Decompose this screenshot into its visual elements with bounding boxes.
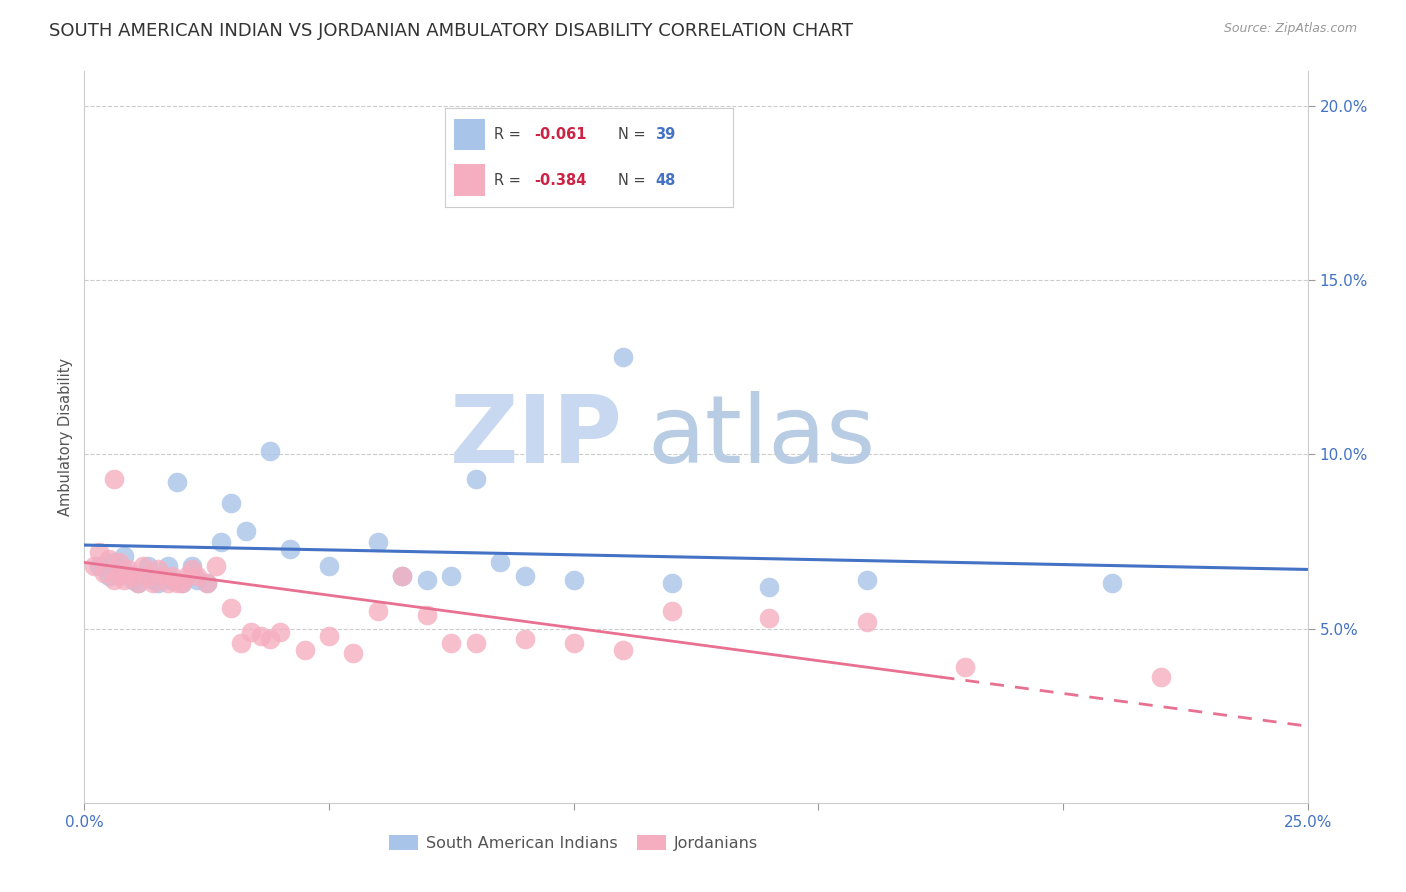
Legend: South American Indians, Jordanians: South American Indians, Jordanians	[382, 828, 765, 857]
Point	[162, 573, 184, 587]
Point	[83, 558, 105, 573]
Point	[195, 576, 218, 591]
Point	[172, 576, 194, 591]
Point	[97, 552, 120, 566]
Point	[440, 635, 463, 649]
Point	[172, 576, 194, 591]
Point	[112, 573, 135, 587]
Point	[513, 569, 536, 583]
Point	[209, 534, 232, 549]
Point	[112, 549, 135, 563]
Point	[758, 611, 780, 625]
Point	[294, 642, 316, 657]
Point	[97, 569, 120, 583]
Point	[152, 569, 174, 583]
Point	[1101, 576, 1123, 591]
Point	[342, 646, 364, 660]
Point	[562, 635, 585, 649]
Point	[464, 472, 486, 486]
Point	[87, 558, 110, 573]
Point	[103, 573, 125, 587]
Point	[758, 580, 780, 594]
Point	[440, 569, 463, 583]
Point	[318, 629, 340, 643]
Text: SOUTH AMERICAN INDIAN VS JORDANIAN AMBULATORY DISABILITY CORRELATION CHART: SOUTH AMERICAN INDIAN VS JORDANIAN AMBUL…	[49, 22, 853, 40]
Point	[122, 573, 145, 587]
Point	[219, 496, 242, 510]
Point	[132, 569, 155, 583]
Point	[612, 642, 634, 657]
Point	[181, 562, 204, 576]
Point	[205, 558, 228, 573]
Point	[856, 615, 879, 629]
Point	[136, 569, 159, 583]
Point	[142, 573, 165, 587]
Point	[249, 629, 271, 643]
Point	[122, 569, 145, 583]
Point	[367, 604, 389, 618]
Point	[156, 558, 179, 573]
Point	[367, 534, 389, 549]
Point	[489, 556, 512, 570]
Point	[318, 558, 340, 573]
Point	[1150, 670, 1173, 684]
Point	[278, 541, 301, 556]
Point	[136, 558, 159, 573]
Point	[259, 632, 281, 646]
Point	[132, 558, 155, 573]
Point	[93, 566, 115, 580]
Text: ZIP: ZIP	[450, 391, 623, 483]
Point	[146, 562, 169, 576]
Text: atlas: atlas	[647, 391, 876, 483]
Y-axis label: Ambulatory Disability: Ambulatory Disability	[58, 358, 73, 516]
Point	[87, 545, 110, 559]
Point	[166, 475, 188, 490]
Point	[612, 350, 634, 364]
Point	[391, 569, 413, 583]
Text: Source: ZipAtlas.com: Source: ZipAtlas.com	[1223, 22, 1357, 36]
Point	[107, 556, 129, 570]
Point	[239, 625, 262, 640]
Point	[166, 576, 188, 591]
Point	[176, 569, 198, 583]
Point	[235, 524, 257, 538]
Point	[152, 569, 174, 583]
Point	[953, 660, 976, 674]
Point	[513, 632, 536, 646]
Point	[416, 607, 439, 622]
Point	[562, 573, 585, 587]
Point	[127, 576, 149, 591]
Point	[117, 562, 139, 576]
Point	[162, 569, 184, 583]
Point	[269, 625, 291, 640]
Point	[416, 573, 439, 587]
Point	[229, 635, 252, 649]
Point	[391, 569, 413, 583]
Point	[103, 556, 125, 570]
Point	[142, 576, 165, 591]
Point	[195, 576, 218, 591]
Point	[856, 573, 879, 587]
Point	[107, 562, 129, 576]
Point	[103, 472, 125, 486]
Point	[661, 604, 683, 618]
Point	[464, 635, 486, 649]
Point	[146, 576, 169, 591]
Point	[107, 569, 129, 583]
Point	[186, 569, 208, 583]
Point	[156, 576, 179, 591]
Point	[117, 566, 139, 580]
Point	[127, 576, 149, 591]
Point	[186, 573, 208, 587]
Point	[259, 444, 281, 458]
Point	[181, 558, 204, 573]
Point	[661, 576, 683, 591]
Point	[219, 600, 242, 615]
